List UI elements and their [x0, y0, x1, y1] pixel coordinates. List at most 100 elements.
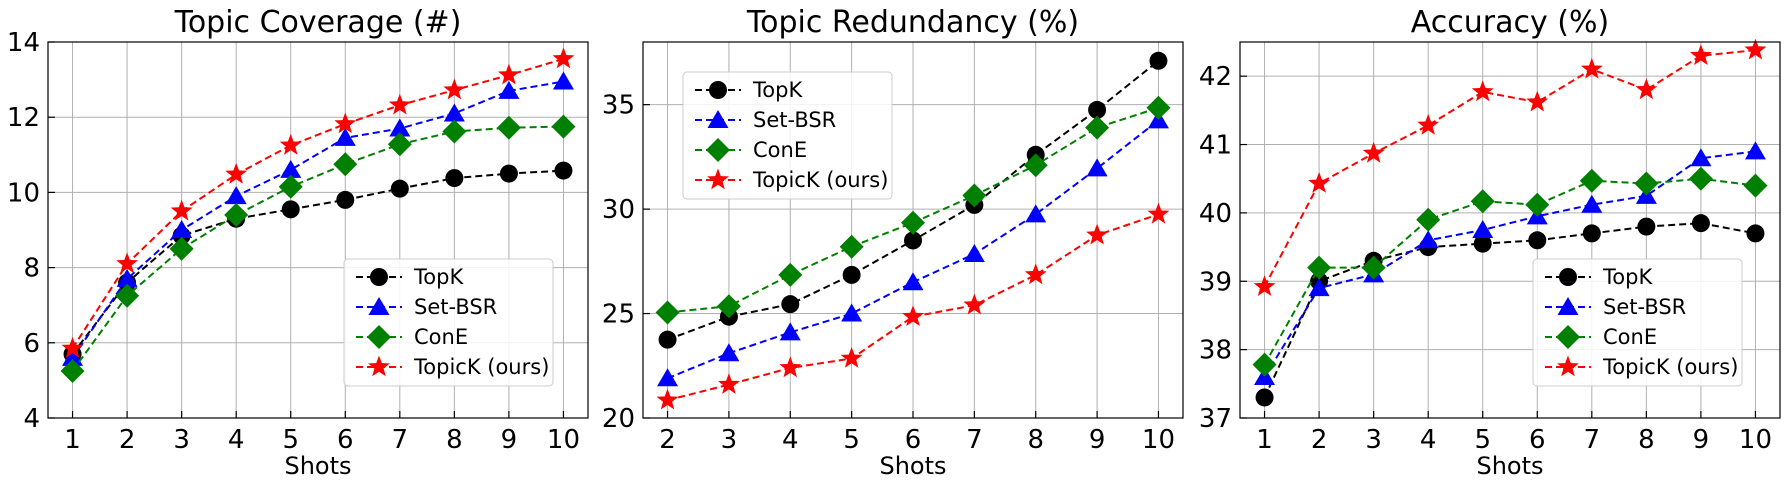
plot-frame [47, 41, 589, 419]
data-point [1744, 38, 1767, 60]
data-point [388, 93, 411, 115]
data-point [62, 347, 84, 366]
legend-label: TopicK (ours) [413, 355, 549, 379]
y-tick-label: 30 [602, 195, 635, 225]
y-tick-label: 39 [1199, 267, 1232, 297]
legend-marker [1557, 297, 1579, 315]
legend-label: ConE [414, 325, 468, 349]
data-point [1088, 100, 1107, 119]
data-point [1417, 230, 1439, 249]
x-tick-label: 8 [1027, 425, 1044, 455]
legend-label: Set-BSR [1603, 295, 1686, 319]
x-tick-label: 5 [1474, 425, 1491, 455]
y-tick-label: 4 [23, 404, 40, 434]
data-point [1361, 255, 1386, 280]
plot-frame [642, 41, 1184, 419]
series-line-topick-ours- [71, 57, 564, 349]
y-tick-label: 12 [7, 103, 40, 133]
data-point [224, 202, 249, 227]
legend-label: Set-BSR [753, 108, 836, 132]
data-point [840, 347, 863, 368]
series-line-topick-ours- [667, 213, 1159, 402]
data-point [1307, 255, 1332, 280]
x-tick-label: 4 [228, 425, 245, 455]
legend-label: TopK [752, 78, 803, 102]
legend: TopK Set-BSR ConE TopicK (ours) [682, 71, 893, 200]
y-tick-label: 14 [7, 28, 40, 58]
data-point [1525, 192, 1550, 217]
data-point [170, 199, 193, 221]
x-tick-label: 2 [119, 425, 136, 455]
data-point [1690, 44, 1712, 65]
data-point [1580, 57, 1603, 79]
y-tick-label: 6 [23, 329, 40, 359]
data-point [1688, 166, 1713, 191]
x-axis-label: Shots [879, 452, 946, 480]
data-point [1637, 217, 1656, 236]
data-point [1149, 51, 1168, 70]
chart-title: Accuracy (%) [1411, 5, 1609, 40]
x-tick-label: 10 [1142, 425, 1175, 455]
series-line-set-bsr [71, 80, 564, 359]
data-point [336, 190, 355, 209]
data-point [333, 152, 358, 177]
data-point [389, 118, 411, 137]
data-point [1473, 234, 1492, 253]
data-point [718, 343, 740, 362]
series-line-topk [1263, 222, 1756, 398]
legend-marker [1556, 325, 1580, 349]
data-point [169, 236, 194, 261]
data-point [279, 133, 302, 155]
series-line-topk [71, 169, 564, 355]
data-point [498, 80, 520, 99]
data-point [779, 322, 801, 341]
x-tick-label: 9 [1089, 425, 1106, 455]
series-line-cone [1263, 177, 1756, 366]
data-point [1472, 220, 1494, 238]
data-point [1634, 171, 1659, 196]
data-point [656, 388, 679, 410]
data-point [1581, 194, 1603, 213]
chart-title: Topic Coverage (#) [174, 5, 462, 40]
data-point [551, 114, 576, 139]
legend-marker [707, 168, 729, 190]
data-point [1255, 388, 1274, 407]
data-point [443, 103, 465, 122]
data-point [841, 303, 863, 322]
x-axis-label: Shots [284, 452, 351, 480]
legend: TopK Set-BSR ConE TopicK (ours) [343, 258, 554, 387]
legend-label: TopicK (ours) [752, 168, 888, 192]
x-tick-label: 7 [1584, 425, 1601, 455]
y-tick-label: 35 [602, 91, 635, 121]
x-axis-label: Shots [1476, 452, 1543, 480]
data-point [1146, 95, 1171, 120]
data-point [1746, 224, 1765, 243]
x-tick-label: 9 [501, 425, 518, 455]
data-point [1691, 214, 1710, 233]
legend-marker [368, 355, 390, 377]
data-point [281, 200, 300, 219]
data-point [278, 174, 303, 199]
x-tick-label: 8 [446, 425, 463, 455]
x-tick-label: 5 [843, 425, 860, 455]
data-point [842, 265, 861, 284]
legend-box [682, 71, 893, 200]
chart-panel-3: 1 2 3 4 5 6 7 8 9 10 37 38 39 40 41 42 Accuracy (%) Shots… [1199, 5, 1781, 480]
data-point [552, 71, 574, 90]
legend-marker [370, 268, 388, 286]
x-tick-label: 10 [547, 425, 580, 455]
data-point [225, 162, 248, 184]
data-point [904, 231, 922, 250]
data-point [334, 112, 357, 134]
data-point [1635, 78, 1658, 100]
data-point [963, 293, 986, 315]
x-tick-label: 3 [1365, 425, 1382, 455]
x-tick-label: 7 [966, 425, 983, 455]
chart-panel-2: 2 3 4 5 6 7 8 9 10 20 25 30 35 Topic Redundancy (%) Sh… [602, 5, 1184, 480]
x-tick-label: 6 [337, 425, 354, 455]
x-tick-label: 5 [282, 425, 299, 455]
data-point [902, 272, 924, 291]
data-point [1025, 204, 1047, 223]
data-point [1085, 115, 1110, 140]
